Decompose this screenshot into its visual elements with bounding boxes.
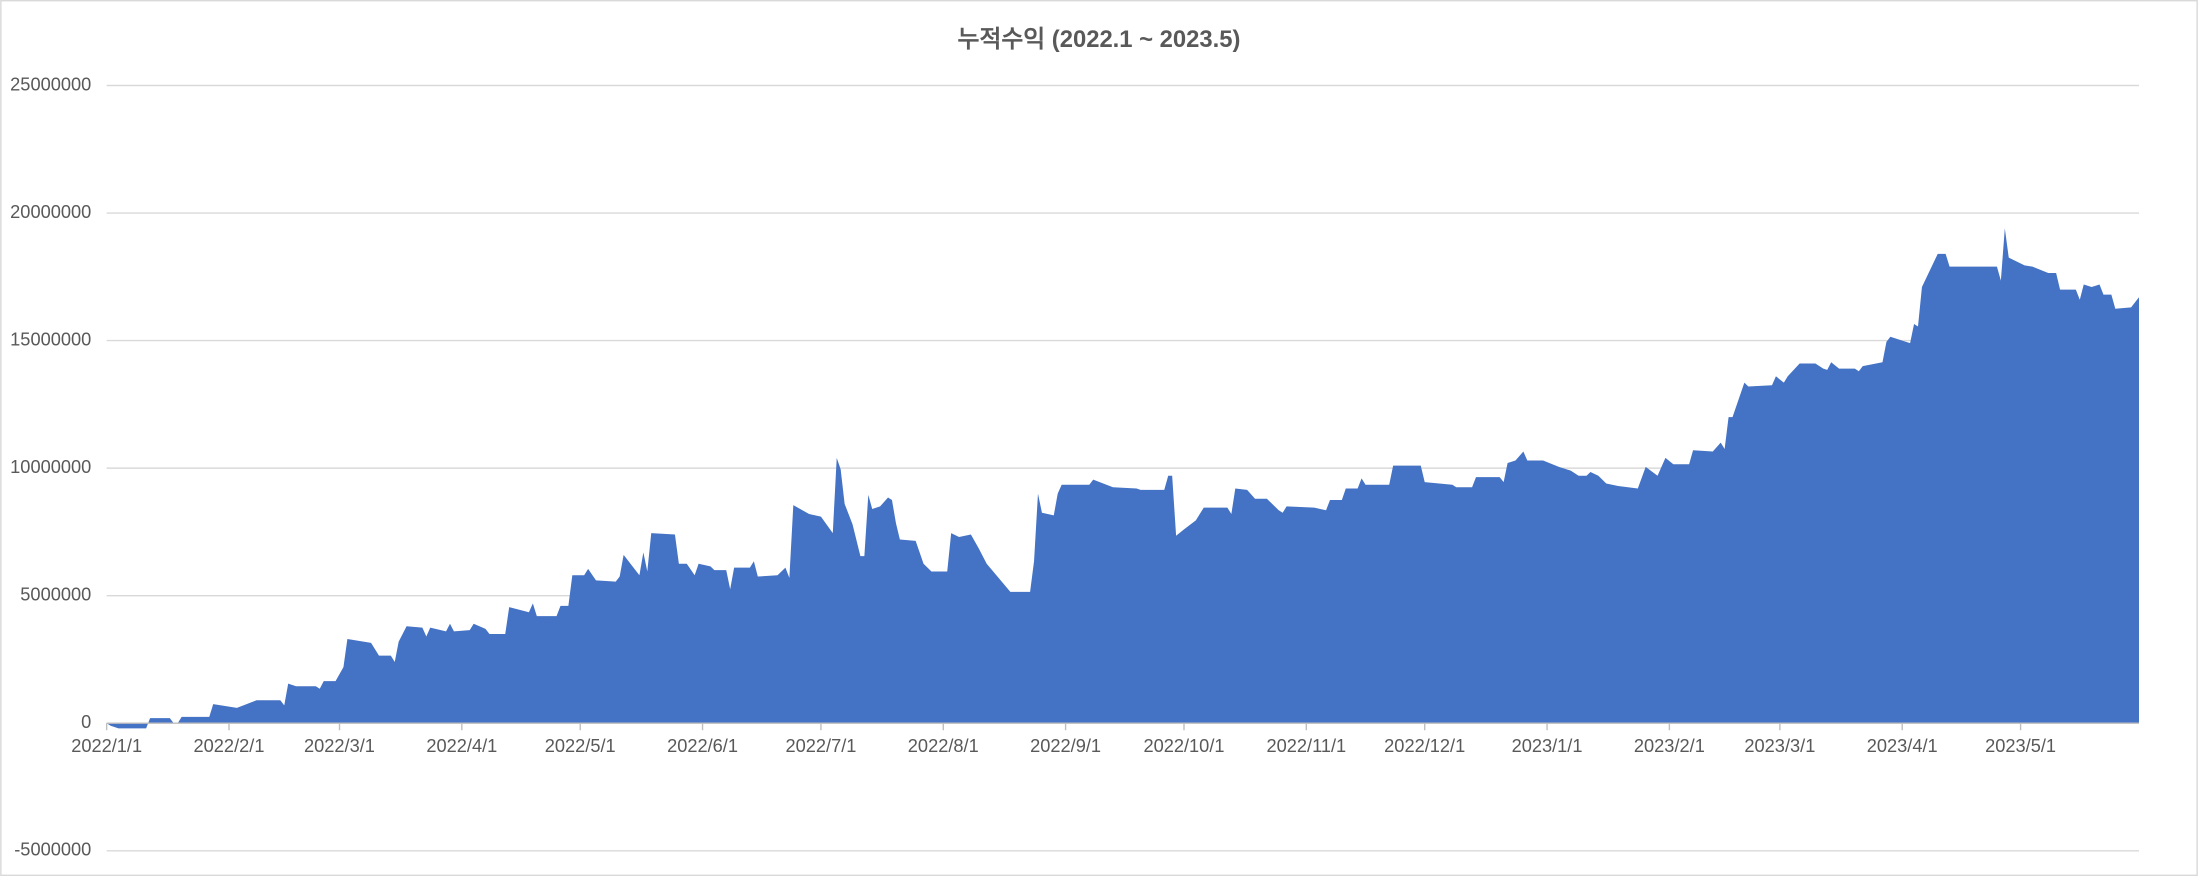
y-tick-label: 25000000 <box>10 74 91 94</box>
chart-title: 누적수익 (2022.1 ~ 2023.5) <box>958 26 1241 53</box>
x-tick-label: 2022/2/1 <box>194 736 265 756</box>
x-tick-label: 2022/5/1 <box>545 736 616 756</box>
y-tick-label: 15000000 <box>10 329 91 349</box>
x-tick-label: 2023/3/1 <box>1744 736 1815 756</box>
x-tick-label: 2023/1/1 <box>1512 736 1583 756</box>
x-tick-label: 2022/6/1 <box>667 736 738 756</box>
x-tick-label: 2022/8/1 <box>908 736 979 756</box>
x-tick-label: 2022/9/1 <box>1030 736 1101 756</box>
x-tick-label: 2022/12/1 <box>1384 736 1465 756</box>
x-tick-label: 2022/3/1 <box>304 736 375 756</box>
x-tick-label: 2022/1/1 <box>71 736 142 756</box>
x-tick-label: 2022/7/1 <box>785 736 856 756</box>
y-tick-label: 5000000 <box>20 584 91 604</box>
y-tick-label: 20000000 <box>10 202 91 222</box>
y-tick-label: 10000000 <box>10 457 91 477</box>
area <box>106 228 2139 729</box>
x-tick-label: 2022/11/1 <box>1266 736 1346 756</box>
x-tick-label: 2023/4/1 <box>1867 736 1938 756</box>
y-tick-label: 0 <box>81 712 91 732</box>
y-tick-label: -5000000 <box>14 840 91 860</box>
x-tick-label: 2023/2/1 <box>1634 736 1705 756</box>
x-tick-label: 2022/4/1 <box>426 736 497 756</box>
x-tick-label: 2022/10/1 <box>1143 736 1224 756</box>
x-tick-label: 2023/5/1 <box>1985 736 2056 756</box>
